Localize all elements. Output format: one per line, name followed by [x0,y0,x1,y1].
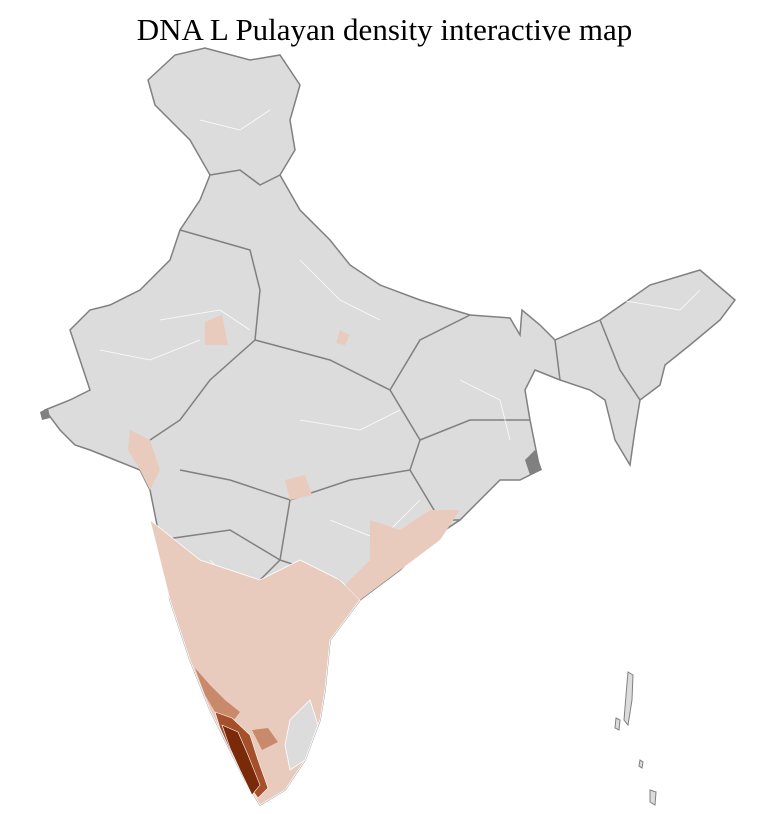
andaman-nicobar-islands[interactable] [614,671,657,806]
kerala-highest-region[interactable] [221,724,261,796]
map-title: DNA L Pulayan density interactive map [136,12,633,47]
east-coast-low-density-region[interactable] [345,510,460,600]
rajasthan-low-patch[interactable] [205,315,228,345]
lakshadweep-region[interactable] [40,408,50,420]
tamil-nadu-no-data-region[interactable] [284,699,319,771]
central-low-patch[interactable] [285,475,312,500]
up-low-patch[interactable] [336,330,350,345]
coastal-karnataka-medium-region[interactable] [195,668,240,725]
tamil-nadu-medium-patch[interactable] [252,728,278,750]
gujarat-low-patch[interactable] [128,430,160,490]
east-island-region[interactable] [525,450,542,475]
